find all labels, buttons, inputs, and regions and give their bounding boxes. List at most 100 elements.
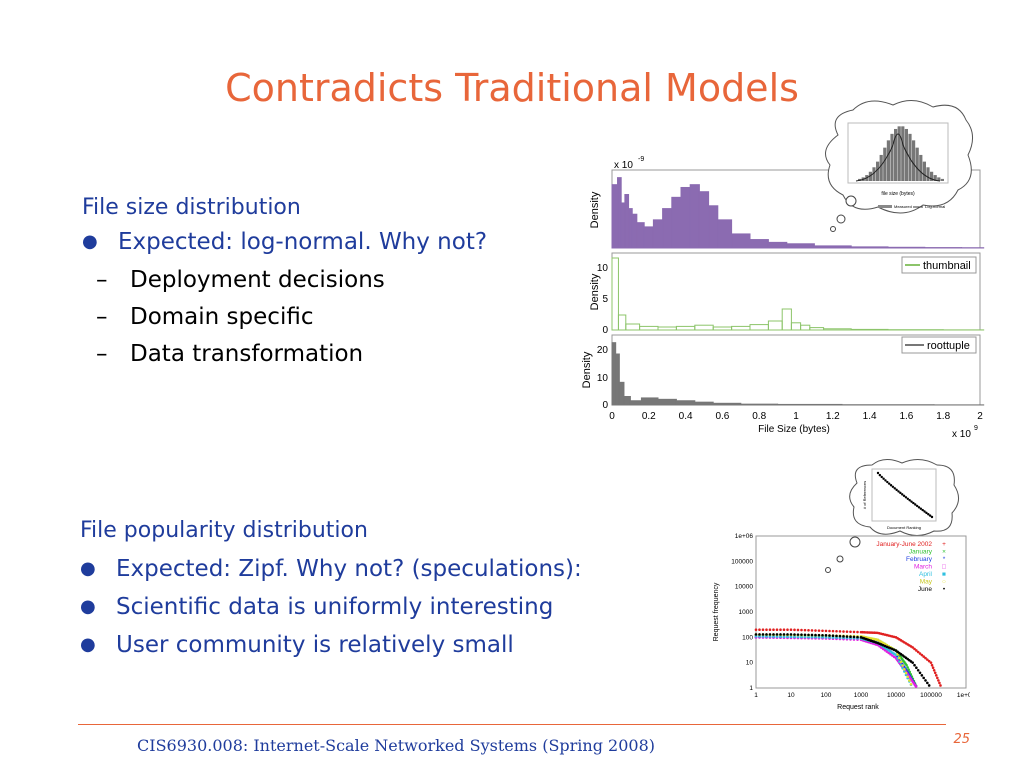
roottuple-legend bbox=[901, 336, 977, 354]
data-point bbox=[916, 650, 920, 654]
data-point bbox=[852, 635, 856, 639]
dash-icon: – bbox=[96, 304, 108, 330]
file-size-bullet-text: Expected: log-normal. Why not? bbox=[118, 229, 488, 255]
data-point bbox=[907, 668, 910, 671]
x-tick-label: 1e+06 bbox=[957, 692, 970, 699]
data-point bbox=[924, 679, 927, 682]
y-tick-label: 10 bbox=[746, 660, 754, 667]
x-tick-label: 0.2 bbox=[642, 411, 656, 422]
thumbnail-legend bbox=[901, 256, 977, 274]
roottuple-legend-label: roottuple bbox=[927, 340, 970, 352]
histogram-bar bbox=[680, 186, 691, 249]
histogram-bar bbox=[712, 402, 742, 406]
data-point bbox=[856, 635, 859, 639]
bubble-point bbox=[897, 490, 900, 493]
bubble-point bbox=[906, 497, 909, 500]
data-point bbox=[782, 633, 786, 636]
data-point bbox=[911, 646, 914, 649]
data-point bbox=[779, 633, 782, 636]
data-point bbox=[768, 635, 772, 638]
legend-marker: * bbox=[943, 556, 946, 563]
popularity-section: File popularity distribution ● Expected:… bbox=[80, 516, 720, 660]
popularity-xlabel: Request rank bbox=[837, 704, 879, 711]
data-point bbox=[887, 651, 890, 655]
bubble-bar bbox=[919, 154, 923, 181]
histogram-bar bbox=[731, 325, 751, 331]
legend-entry: April bbox=[919, 571, 933, 578]
thought-trail-bottom bbox=[825, 536, 861, 573]
data-point bbox=[889, 652, 892, 656]
data-point bbox=[831, 636, 835, 639]
y-tick-label: 1e+06 bbox=[735, 533, 754, 540]
bubble-bar bbox=[922, 161, 926, 181]
middle-ylabel: Density bbox=[589, 273, 601, 310]
data-point bbox=[810, 629, 814, 632]
bubble-bar bbox=[876, 161, 880, 181]
histogram-bar bbox=[777, 403, 843, 406]
slide-title: Contradicts Traditional Models bbox=[225, 66, 799, 110]
bubble-point bbox=[884, 479, 887, 482]
data-point bbox=[922, 655, 925, 658]
bullet-dot-icon: ● bbox=[80, 634, 96, 655]
bubble-point bbox=[895, 488, 898, 492]
x-tick-labels: 0 0.2 0.4 0.6 0.8 1 1.2 1.4 1.6 1.8 2 bbox=[609, 411, 983, 422]
y-tick-label: 100000 bbox=[731, 558, 753, 565]
histogram-bar bbox=[694, 401, 714, 406]
file-size-bullet: ● Expected: log-normal. Why not? bbox=[82, 227, 532, 257]
data-point bbox=[803, 628, 807, 632]
bottom-panel-bars bbox=[611, 342, 985, 406]
bubble-bar bbox=[908, 133, 912, 181]
data-point bbox=[814, 635, 817, 639]
data-point bbox=[903, 667, 906, 671]
histogram-bar bbox=[657, 326, 677, 331]
popularity-plot-frame bbox=[755, 535, 967, 689]
bubble-ylabel: # of References bbox=[862, 481, 867, 509]
popularity-bullet: ● Scientific data is uniformly interesti… bbox=[80, 592, 720, 622]
data-point bbox=[930, 663, 934, 667]
y-tick-label: 10000 bbox=[735, 584, 753, 591]
x-tick-label: 1.2 bbox=[826, 411, 840, 422]
data-point bbox=[821, 635, 824, 639]
data-point bbox=[754, 628, 758, 632]
data-point bbox=[786, 635, 789, 639]
data-point bbox=[842, 630, 845, 633]
bubble-point bbox=[923, 510, 926, 513]
x-tick-label: 10000 bbox=[887, 692, 905, 699]
legend-marker: ■ bbox=[942, 571, 946, 578]
bubble-bar bbox=[937, 177, 941, 181]
histogram-bar bbox=[617, 314, 627, 331]
bubble-axis-label: file size (bytes) bbox=[881, 191, 915, 197]
data-point bbox=[938, 681, 941, 685]
legend-entry: June bbox=[918, 586, 932, 593]
data-point bbox=[789, 635, 793, 639]
data-point bbox=[849, 630, 852, 634]
bubble-bar bbox=[930, 171, 934, 181]
data-point bbox=[908, 679, 911, 682]
thumbnail-legend-label: thumbnail bbox=[923, 260, 971, 272]
lognormal-thought-bubble: file size (bytes) Measured Log-normal bbox=[825, 100, 973, 214]
legend-marker: ○ bbox=[942, 579, 946, 586]
data-point bbox=[891, 651, 894, 654]
page-number: 25 bbox=[953, 732, 970, 747]
data-point bbox=[831, 629, 835, 633]
data-point bbox=[929, 661, 933, 664]
histogram-bar bbox=[749, 239, 769, 249]
bottom-ytick: 20 bbox=[597, 345, 609, 356]
histogram-bar bbox=[749, 324, 769, 331]
bubble-point bbox=[919, 507, 923, 510]
bubble-bar bbox=[940, 178, 944, 181]
bubble-point bbox=[893, 487, 896, 490]
data-point bbox=[765, 633, 768, 636]
data-point bbox=[793, 635, 796, 639]
data-point bbox=[937, 679, 940, 682]
data-point bbox=[904, 673, 908, 677]
file-size-chart: Density Density Density x 10 -9 10 5 0 2… bbox=[581, 156, 985, 440]
bubble-point bbox=[925, 511, 928, 515]
legend-entry: January bbox=[909, 549, 933, 556]
bubble-bar bbox=[897, 126, 901, 181]
data-point bbox=[835, 629, 838, 633]
bubble-point bbox=[878, 473, 882, 477]
histogram-bar bbox=[623, 396, 631, 406]
x-tick-label: 1000 bbox=[854, 692, 869, 699]
bullet-dot-icon: ● bbox=[80, 558, 96, 579]
